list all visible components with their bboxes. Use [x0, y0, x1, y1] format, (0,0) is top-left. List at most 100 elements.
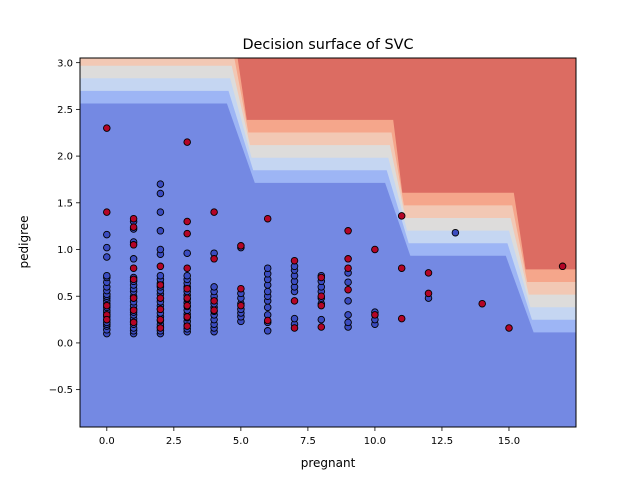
data-point-class-1 [290, 297, 299, 305]
scatter-points [103, 124, 567, 338]
data-point-class-1 [317, 301, 326, 310]
data-point-class-1 [344, 285, 352, 294]
data-point-class-1 [290, 324, 299, 332]
data-point-class-0 [344, 278, 352, 286]
data-point-class-1 [129, 294, 138, 302]
data-point-class-1 [210, 255, 218, 263]
y-tick-label: 1.0 [57, 245, 73, 256]
data-point-class-1 [129, 214, 138, 223]
data-point-class-0 [103, 253, 111, 261]
data-point-class-1 [156, 315, 165, 324]
x-axis-label: pregnant [301, 456, 356, 470]
data-point-class-1 [344, 255, 352, 263]
y-tick-label: 3.0 [57, 58, 73, 69]
data-point-class-1 [183, 294, 191, 302]
data-point-class-1 [237, 242, 245, 250]
y-tick-label: 2.0 [57, 152, 73, 163]
data-point-class-1 [397, 314, 406, 323]
data-point-class-0 [183, 271, 191, 280]
data-point-class-1 [129, 306, 138, 314]
data-point-class-0 [290, 314, 299, 323]
data-point-class-1 [344, 264, 352, 272]
x-axis: 0.0 2.5 5.0 7.5 10.0 12.5 15.0 [99, 427, 520, 447]
data-point-class-1 [156, 281, 165, 289]
chart-title: Decision surface of SVC [242, 37, 413, 53]
data-point-class-1 [558, 262, 567, 271]
data-point-class-1 [317, 292, 326, 300]
y-tick-label: 0.5 [57, 292, 73, 303]
data-point-class-1 [424, 289, 433, 298]
data-point-class-1 [397, 264, 406, 272]
data-point-class-1 [424, 269, 433, 277]
data-point-class-1 [129, 223, 138, 231]
data-point-class-0 [103, 271, 111, 280]
data-point-class-1 [237, 284, 245, 293]
data-point-class-1 [183, 229, 191, 238]
data-point-class-1 [103, 208, 111, 216]
data-point-class-1 [478, 299, 486, 308]
data-point-class-1 [210, 297, 218, 305]
decision-surface [80, 58, 576, 427]
data-point-class-1 [103, 124, 111, 132]
data-point-class-1 [129, 241, 138, 249]
data-point-class-1 [103, 315, 111, 324]
data-point-class-1 [263, 316, 272, 325]
data-point-class-1 [371, 245, 379, 254]
data-point-class-1 [505, 324, 513, 332]
data-point-class-1 [183, 217, 191, 226]
data-point-class-1 [129, 264, 138, 272]
data-point-class-0 [263, 327, 272, 335]
x-tick-label: 2.5 [166, 436, 182, 447]
x-tick-label: 12.5 [431, 436, 453, 447]
data-point-class-1 [183, 313, 191, 321]
data-point-class-1 [210, 306, 218, 314]
data-point-class-1 [156, 324, 165, 332]
surface-band-6 [237, 58, 576, 270]
data-point-class-0 [183, 249, 191, 257]
data-point-class-1 [237, 301, 245, 310]
data-point-class-0 [263, 287, 272, 296]
x-tick-label: 15.0 [498, 436, 520, 447]
data-point-class-1 [156, 262, 165, 271]
y-axis: −0.5 0.0 0.5 1.0 1.5 2.0 2.5 3.0 [49, 58, 80, 396]
data-point-class-0 [344, 318, 352, 327]
data-point-class-0 [317, 315, 326, 324]
data-point-class-1 [397, 212, 406, 220]
data-point-class-0 [263, 303, 272, 312]
x-tick-label: 7.5 [300, 436, 316, 447]
data-point-class-0 [129, 255, 138, 263]
data-point-class-1 [263, 214, 272, 223]
data-point-class-1 [183, 284, 191, 293]
data-point-class-1 [103, 301, 111, 310]
data-point-class-0 [103, 243, 111, 252]
data-point-class-1 [344, 227, 352, 235]
x-tick-label: 5.0 [233, 436, 249, 447]
y-tick-label: 2.5 [57, 105, 73, 116]
x-tick-label: 10.0 [364, 436, 386, 447]
data-point-class-0 [156, 189, 165, 198]
data-point-class-0 [344, 297, 352, 305]
data-point-class-0 [451, 228, 460, 237]
data-point-class-0 [210, 283, 218, 291]
y-axis-label: pedigree [17, 215, 31, 268]
y-tick-label: −0.5 [49, 385, 73, 396]
data-point-class-0 [156, 227, 165, 235]
data-point-class-1 [183, 138, 191, 146]
x-tick-label: 0.0 [99, 436, 115, 447]
data-point-class-1 [317, 323, 326, 331]
data-point-class-0 [103, 230, 111, 239]
data-point-class-0 [156, 245, 165, 254]
data-point-class-0 [344, 311, 352, 319]
data-point-class-1 [210, 208, 218, 216]
data-point-class-1 [183, 301, 191, 310]
data-point-class-1 [183, 264, 191, 272]
y-tick-label: 1.5 [57, 198, 73, 209]
data-point-class-0 [263, 264, 272, 272]
data-point-class-0 [156, 271, 165, 280]
data-point-class-1 [129, 318, 138, 327]
data-point-class-1 [371, 311, 379, 319]
data-point-class-1 [317, 273, 326, 282]
data-point-class-0 [156, 180, 165, 188]
